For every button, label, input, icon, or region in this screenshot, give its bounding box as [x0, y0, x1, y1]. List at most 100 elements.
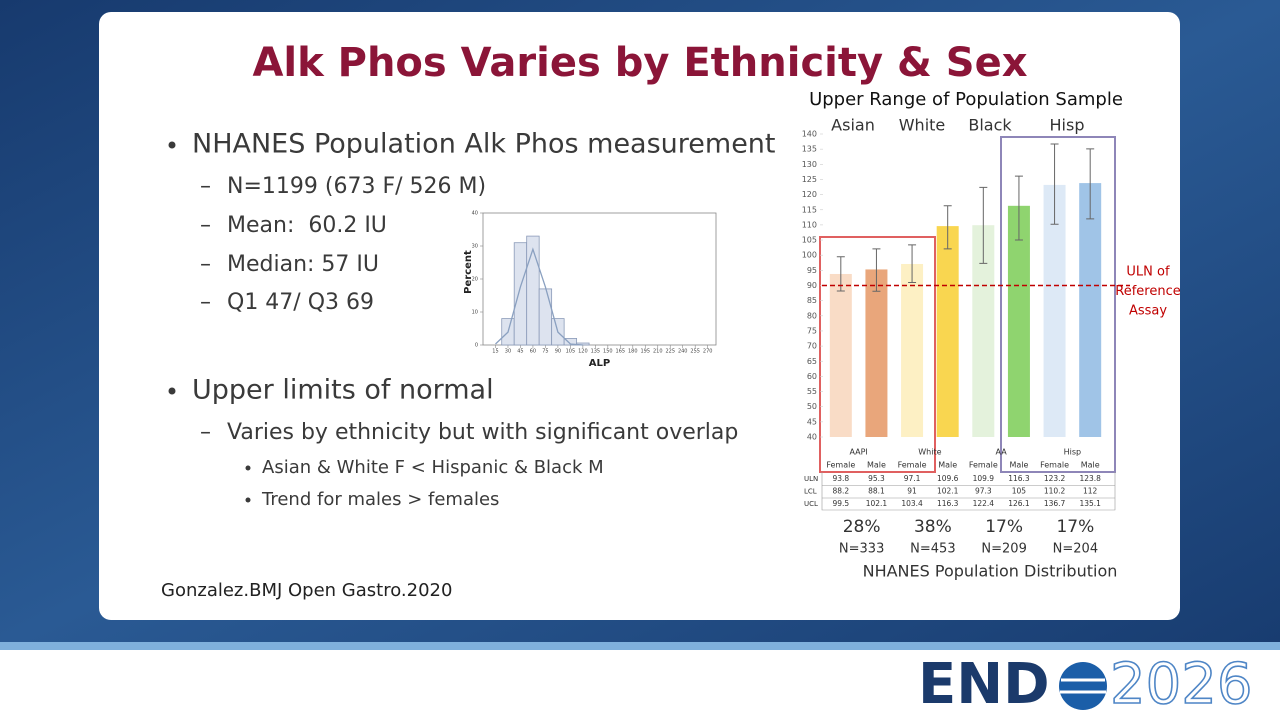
table-cell: 102.1: [866, 499, 888, 508]
reference-label: ULN of: [1126, 265, 1170, 280]
y-axis-label: Percent: [463, 250, 474, 294]
table-cell: 110.2: [1044, 487, 1066, 496]
error-bar: [1014, 175, 1023, 241]
category-label: Female: [826, 461, 855, 470]
group-header: Black: [968, 116, 1012, 135]
y-tick-label: 75: [807, 326, 817, 335]
bullet: [168, 141, 176, 149]
table-lines: [821, 472, 1116, 511]
distribution-percent: 17%: [985, 517, 1023, 537]
table-cell: 97.1: [904, 474, 921, 483]
y-tick-label: 65: [807, 357, 817, 366]
table-cell: 123.8: [1079, 474, 1101, 483]
group-label: AAPI: [849, 448, 867, 457]
y-tick-label: 105: [802, 236, 817, 245]
table-cell: 99.5: [832, 499, 849, 508]
table-cell: 109.6: [937, 474, 959, 483]
histogram-bar: [513, 242, 528, 346]
reference-label: Reference: [1115, 284, 1180, 299]
error-bar: [1050, 143, 1059, 225]
y-tick-label: 130: [802, 160, 817, 169]
chart-title: Upper Range of Population Sample: [809, 89, 1123, 110]
table-cell: 109.9: [973, 474, 995, 483]
category-label: Female: [1040, 461, 1069, 470]
table-cell: 135.1: [1079, 499, 1101, 508]
dash: –: [200, 252, 211, 277]
error-bar: [908, 244, 917, 283]
group-header: White: [899, 116, 946, 135]
table-row-label: ULN: [804, 475, 818, 483]
table-cell: 136.7: [1044, 499, 1066, 508]
x-tick-label: 165: [616, 349, 626, 355]
y-tick-label: 40: [472, 211, 478, 217]
y-tick-label: 125: [802, 175, 817, 184]
y-tick-label: 10: [472, 310, 478, 316]
y-tick-label: 90: [807, 281, 817, 290]
logo-text: END: [918, 652, 1050, 717]
table-cell: 103.4: [901, 499, 923, 508]
bar: [1079, 183, 1102, 437]
sub-bullet: N=1199 (673 F/ 526 M): [227, 174, 486, 199]
table-cell: 122.4: [973, 499, 995, 508]
sub-sub-bullet: Trend for males > females: [261, 489, 499, 510]
y-tick-label: 110: [802, 220, 817, 229]
bullet: [168, 387, 176, 395]
y-tick-label: 20: [472, 277, 478, 283]
x-tick-label: 225: [665, 349, 675, 355]
distribution-percent: 17%: [1056, 517, 1094, 537]
group-label: Hisp: [1064, 448, 1081, 457]
bar: [936, 226, 959, 437]
dash: –: [200, 290, 211, 315]
group-label: AA: [996, 448, 1008, 457]
group-header: Asian: [831, 116, 875, 135]
y-tick-label: 120: [802, 190, 817, 199]
y-tick-label: 60: [807, 372, 817, 381]
sub-bullet: Mean: 60.2 IU: [227, 213, 387, 238]
distribution-n: N=204: [1053, 542, 1098, 557]
distribution-percent: 38%: [914, 517, 952, 537]
bar: [829, 273, 852, 437]
error-bar: [979, 186, 988, 264]
table-cell: 88.1: [868, 487, 885, 496]
y-tick-label: 30: [472, 244, 478, 250]
sub-bullet: Q1 47/ Q3 69: [227, 290, 374, 315]
distribution-percent: 28%: [843, 517, 881, 537]
category-label: Female: [898, 461, 927, 470]
logo-globe: [1059, 662, 1107, 710]
bar: [1007, 205, 1030, 437]
y-tick-label: 135: [802, 145, 817, 154]
x-tick-label: 75: [542, 349, 548, 355]
y-tick-label: 85: [807, 296, 817, 305]
bullet-text: NHANES Population Alk Phos measurement: [192, 129, 776, 160]
distribution-n: N=453: [910, 542, 955, 557]
category-label: Male: [1009, 461, 1028, 470]
bullet: [245, 465, 251, 471]
x-tick-label: 60: [530, 349, 536, 355]
bar: [865, 269, 888, 437]
card: [99, 12, 1180, 620]
y-tick-label: 95: [807, 266, 817, 275]
table-cell: 91: [907, 487, 917, 496]
x-tick-label: 105: [566, 349, 576, 355]
table-row-label: UCL: [804, 500, 818, 508]
table-cell: 93.8: [832, 474, 849, 483]
sub-sub-bullet: Asian & White F < Hispanic & Black M: [262, 457, 604, 478]
distribution-title: NHANES Population Distribution: [863, 562, 1118, 581]
x-tick-label: 30: [505, 349, 511, 355]
sub-bullet: Varies by ethnicity but with significant…: [227, 420, 738, 445]
y-tick-label: 140: [802, 130, 817, 139]
y-tick-label: 0: [475, 343, 478, 349]
x-tick-label: 195: [640, 349, 650, 355]
x-tick-label: 120: [578, 349, 588, 355]
category-label: Male: [938, 461, 957, 470]
highlight-box: [819, 236, 936, 473]
x-tick-label: 150: [603, 349, 613, 355]
error-bar: [1086, 148, 1095, 220]
table-cell: 123.2: [1044, 474, 1066, 483]
logo-globe-lines: [1060, 678, 1106, 694]
highlight-box: [1000, 136, 1116, 473]
sub-bullet: Median: 57 IU: [227, 252, 379, 277]
table-cell: 112: [1083, 487, 1098, 496]
histogram-bar: [538, 288, 553, 346]
table-row-label: LCL: [804, 488, 817, 496]
